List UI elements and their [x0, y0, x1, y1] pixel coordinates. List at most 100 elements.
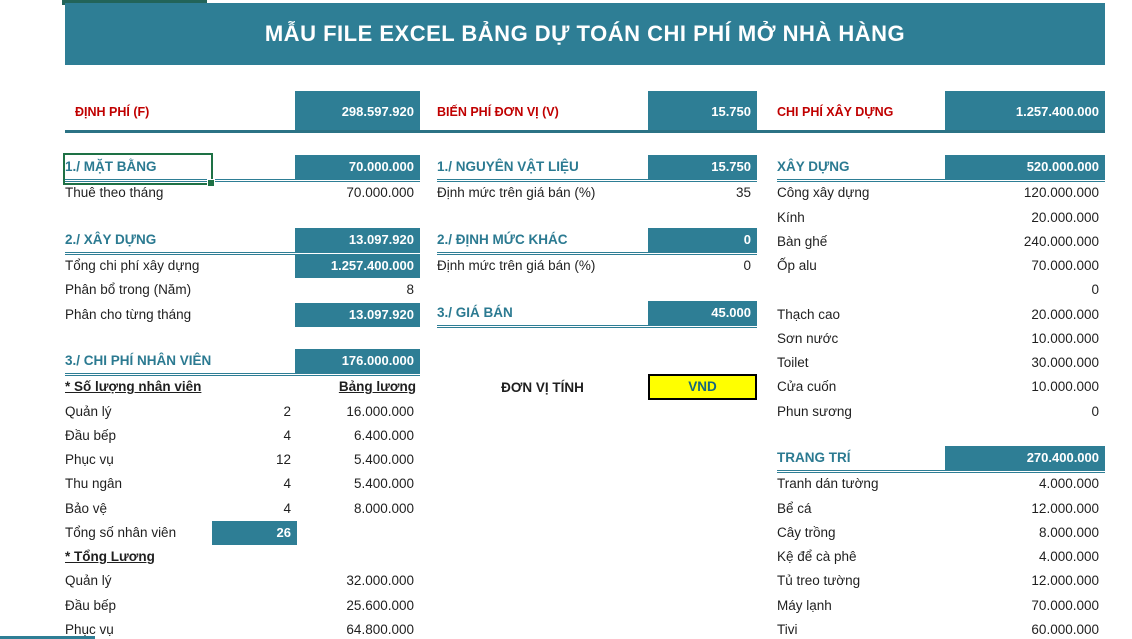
- total-salary-row-label: Quản lý: [65, 573, 112, 588]
- row-label: Bàn ghế: [777, 234, 828, 249]
- section-construction-value[interactable]: 520.000.000: [945, 155, 1105, 179]
- total-salary-row-value[interactable]: 64.800.000: [346, 622, 414, 637]
- row-label: Tủ treo tường: [777, 573, 861, 588]
- section-dinh-muc-khac-header: 2./ ĐỊNH MỨC KHÁC 0: [437, 228, 757, 255]
- section-nguyen-vat-lieu-title: 1./ NGUYÊN VẬT LIỆU: [437, 159, 579, 174]
- fill-handle[interactable]: [207, 179, 215, 187]
- staff-row-salary[interactable]: 16.000.000: [346, 404, 414, 419]
- section-xay-dung-value[interactable]: 13.097.920: [295, 228, 420, 252]
- top-left-strip: [62, 0, 207, 5]
- section-decoration-header: TRANG TRÍ 270.400.000: [777, 446, 1105, 473]
- row-value[interactable]: 35: [735, 185, 751, 200]
- salary-column-header: Bảng lương: [338, 379, 416, 394]
- row-label: Sơn nước: [777, 331, 839, 346]
- staff-row-label: Đầu bếp: [65, 428, 117, 443]
- section-mat-bang-value[interactable]: 70.000.000: [295, 155, 420, 179]
- active-cell-selection[interactable]: [63, 153, 215, 187]
- row-label: Công xây dựng: [777, 185, 870, 200]
- summary-value-construction-cost[interactable]: 1.257.400.000: [945, 91, 1105, 133]
- row-label: Toilet: [777, 355, 809, 370]
- row-value[interactable]: 60.000.000: [1031, 622, 1099, 637]
- row-label: Kính: [777, 210, 805, 225]
- row-value[interactable]: 20.000.000: [1031, 210, 1099, 225]
- row-value[interactable]: 20.000.000: [1031, 307, 1099, 322]
- summary-label-construction-cost: CHI PHÍ XÂY DỰNG: [777, 105, 894, 119]
- row-value[interactable]: 10.000.000: [1031, 331, 1099, 346]
- section-gia-ban-header: 3./ GIÁ BÁN 45.000: [437, 301, 757, 328]
- section-decoration-value[interactable]: 270.400.000: [945, 446, 1105, 470]
- summary-value-fixed-cost[interactable]: 298.597.920: [295, 91, 420, 133]
- total-salary-header: * Tổng Lương: [65, 549, 155, 564]
- total-salary-row-label: Phục vụ: [65, 622, 114, 637]
- row-label: Cửa cuốn: [777, 379, 837, 394]
- row-label: Tivi: [777, 622, 798, 637]
- section-dinh-muc-khac-value[interactable]: 0: [648, 228, 757, 252]
- staff-row-qty[interactable]: 4: [283, 476, 291, 491]
- row-value[interactable]: 8: [406, 282, 414, 297]
- row-value[interactable]: 0: [1091, 404, 1099, 419]
- staff-row-salary[interactable]: 5.400.000: [353, 476, 414, 491]
- total-salary-row-value[interactable]: 25.600.000: [346, 598, 414, 613]
- row-value[interactable]: 13.097.920: [295, 303, 420, 327]
- staff-row-qty[interactable]: 4: [283, 501, 291, 516]
- row-label: Định mức trên giá bán (%): [437, 258, 596, 273]
- row-label: [777, 278, 945, 302]
- row-label: Cây trồng: [777, 525, 836, 540]
- row-value[interactable]: 30.000.000: [1031, 355, 1099, 370]
- total-staff-label: Tổng số nhân viên: [65, 525, 177, 540]
- section-gia-ban-value[interactable]: 45.000: [648, 301, 757, 325]
- row-value[interactable]: 0: [743, 258, 751, 273]
- section-decoration-title: TRANG TRÍ: [777, 450, 851, 465]
- total-staff-value[interactable]: 26: [212, 521, 297, 545]
- staff-row-label: Bảo vệ: [65, 501, 108, 516]
- staff-row-qty[interactable]: 2: [283, 404, 291, 419]
- row-value[interactable]: 4.000.000: [1038, 549, 1099, 564]
- summary-value-variable-cost[interactable]: 15.750: [648, 91, 757, 133]
- currency-unit-cell[interactable]: VND: [648, 374, 757, 400]
- summary-divider: [65, 130, 1105, 133]
- bottom-left-cell-sliver: [0, 636, 95, 639]
- row-label: Ốp alu: [777, 258, 817, 273]
- row-label: Phun sương: [777, 404, 852, 419]
- section-nguyen-vat-lieu-value[interactable]: 15.750: [648, 155, 757, 179]
- row-value[interactable]: 70.000.000: [346, 185, 414, 200]
- row-value[interactable]: 70.000.000: [1031, 258, 1099, 273]
- row-value[interactable]: 1.257.400.000: [295, 254, 420, 278]
- section-xay-dung-header: 2./ XÂY DỰNG 13.097.920: [65, 228, 420, 255]
- total-salary-row-label: Đầu bếp: [65, 598, 117, 613]
- section-xay-dung-title: 2./ XÂY DỰNG: [65, 232, 157, 247]
- title-banner: MẪU FILE EXCEL BẢNG DỰ TOÁN CHI PHÍ MỞ N…: [65, 3, 1105, 65]
- staff-row-qty[interactable]: 12: [275, 452, 291, 467]
- row-value[interactable]: 240.000.000: [1023, 234, 1099, 249]
- row-label: Kệ để cà phê: [777, 549, 857, 564]
- row-value[interactable]: 70.000.000: [1031, 598, 1099, 613]
- staff-row-label: Thu ngân: [65, 476, 123, 491]
- row-value[interactable]: 12.000.000: [1031, 501, 1099, 516]
- row-value[interactable]: 4.000.000: [1038, 476, 1099, 491]
- section-nguyen-vat-lieu-header: 1./ NGUYÊN VẬT LIỆU 15.750: [437, 155, 757, 182]
- row-value[interactable]: 8.000.000: [1038, 525, 1099, 540]
- page-title: MẪU FILE EXCEL BẢNG DỰ TOÁN CHI PHÍ MỞ N…: [264, 21, 906, 46]
- total-salary-row-value[interactable]: 32.000.000: [346, 573, 414, 588]
- section-nhan-vien-header: 3./ CHI PHÍ NHÂN VIÊN 176.000.000: [65, 349, 420, 376]
- row-value[interactable]: 120.000.000: [1023, 185, 1099, 200]
- staff-row-qty[interactable]: 4: [283, 428, 291, 443]
- staff-row-salary[interactable]: 8.000.000: [353, 501, 414, 516]
- section-nhan-vien-title: 3./ CHI PHÍ NHÂN VIÊN: [65, 353, 212, 368]
- staff-row-salary[interactable]: 6.400.000: [353, 428, 414, 443]
- row-value[interactable]: 12.000.000: [1031, 573, 1099, 588]
- row-label: Thuê theo tháng: [65, 185, 164, 200]
- row-value[interactable]: 0: [1091, 282, 1099, 297]
- section-nhan-vien-value[interactable]: 176.000.000: [295, 349, 420, 373]
- row-label: Phân bổ trong (Năm): [65, 282, 192, 297]
- section-mat-bang-title[interactable]: 1./ MẶT BẰNG: [65, 159, 157, 174]
- staff-row-salary[interactable]: 5.400.000: [353, 452, 414, 467]
- row-label: Máy lạnh: [777, 598, 832, 613]
- staff-row-label: Phục vụ: [65, 452, 114, 467]
- summary-label-fixed-cost: ĐỊNH PHÍ (F): [75, 105, 150, 119]
- row-label: Bể cá: [777, 501, 812, 516]
- row-value[interactable]: 10.000.000: [1031, 379, 1099, 394]
- row-label: Phân cho từng tháng: [65, 307, 192, 322]
- section-dinh-muc-khac-title: 2./ ĐỊNH MỨC KHÁC: [437, 232, 568, 247]
